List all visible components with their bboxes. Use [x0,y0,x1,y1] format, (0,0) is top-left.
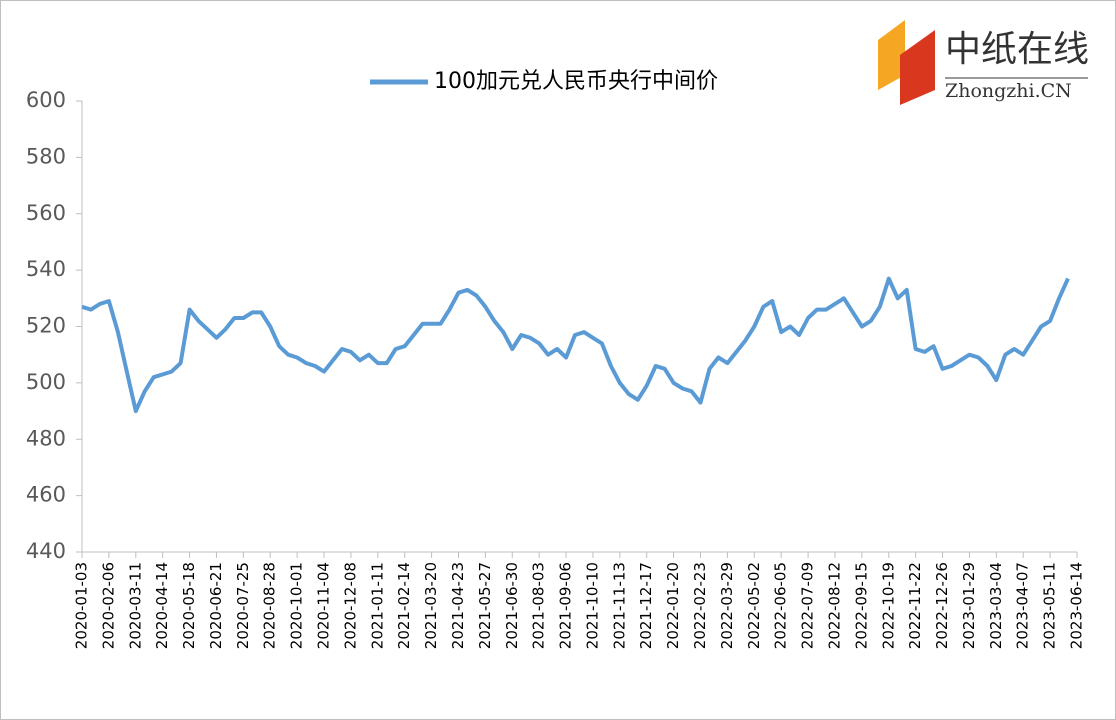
y-tick-label: 540 [26,257,66,281]
y-tick-label: 440 [26,539,66,563]
x-tick-label: 2020-03-11 [126,562,144,649]
x-tick-label: 2021-10-10 [583,562,601,649]
x-tick-label: 2021-03-20 [422,562,440,649]
y-tick-label: 500 [26,370,66,394]
x-tick-label: 2022-05-02 [745,562,763,649]
x-tick-label: 2022-06-05 [772,562,790,649]
y-tick-label: 560 [26,201,66,225]
x-tick-label: 2021-11-13 [610,562,628,649]
x-tick-label: 2022-08-12 [825,562,843,649]
x-tick-label: 2022-11-22 [906,562,924,649]
x-tick-label: 2022-12-26 [933,562,951,649]
x-tick-label: 2021-01-11 [368,562,386,649]
x-tick-label: 2021-12-17 [637,562,655,649]
line [81,276,1070,414]
x-tick-label: 2022-10-19 [879,562,897,649]
x-tick-label: 2022-03-29 [718,562,736,649]
x-tick-label: 2021-05-27 [476,562,494,649]
y-tick-label: 460 [26,483,66,507]
x-tick-label: 2021-02-14 [395,562,413,649]
logo-shape [900,30,935,105]
y-tick-label: 520 [26,314,66,338]
x-tick-label: 2023-05-11 [1041,562,1059,649]
y-tick-label: 580 [26,144,66,168]
x-tick-label: 2020-05-18 [180,562,198,649]
x-tick-label: 2020-12-08 [341,562,359,649]
x-tick-label: 2022-02-23 [691,562,709,649]
x-tick-label: 2023-04-07 [1014,562,1032,649]
x-tick-label: 2020-08-28 [261,562,279,649]
x-tick-label: 2021-08-03 [530,562,548,649]
x-tick-label: 2020-07-25 [234,562,252,649]
x-tick-label: 2023-03-04 [987,562,1005,649]
x-tick-label: 2020-10-01 [288,562,306,649]
x-tick-label: 2022-09-15 [852,562,870,649]
legend-label: 100加元兑人民币央行中间价 [434,69,718,94]
x-tick-label: 2020-01-03 [73,562,91,649]
x-tick-label: 2021-04-23 [449,562,467,649]
x-tick-label: 2023-06-14 [1068,562,1086,649]
x-tick-label: 2020-11-04 [315,562,333,649]
x-tick-label: 2021-09-06 [557,562,575,649]
y-tick-label: 480 [26,426,66,450]
x-tick-label: 2023-01-29 [960,562,978,649]
x-tick-label: 2022-07-09 [799,562,817,649]
x-tick-label: 2020-02-06 [99,562,117,649]
x-tick-label: 2021-06-30 [503,562,521,649]
logo: 中纸在线 Zhongzhi.CN [878,20,1089,105]
y-tick-label: 600 [26,88,66,112]
logo-site: Zhongzhi.CN [945,80,1072,102]
x-tick-label: 2020-06-21 [207,562,225,649]
x-tick-label: 2022-01-20 [664,562,682,649]
logo-name: 中纸在线 [945,29,1089,70]
logo-shape [878,20,905,90]
x-tick-label: 2020-04-14 [153,562,171,649]
